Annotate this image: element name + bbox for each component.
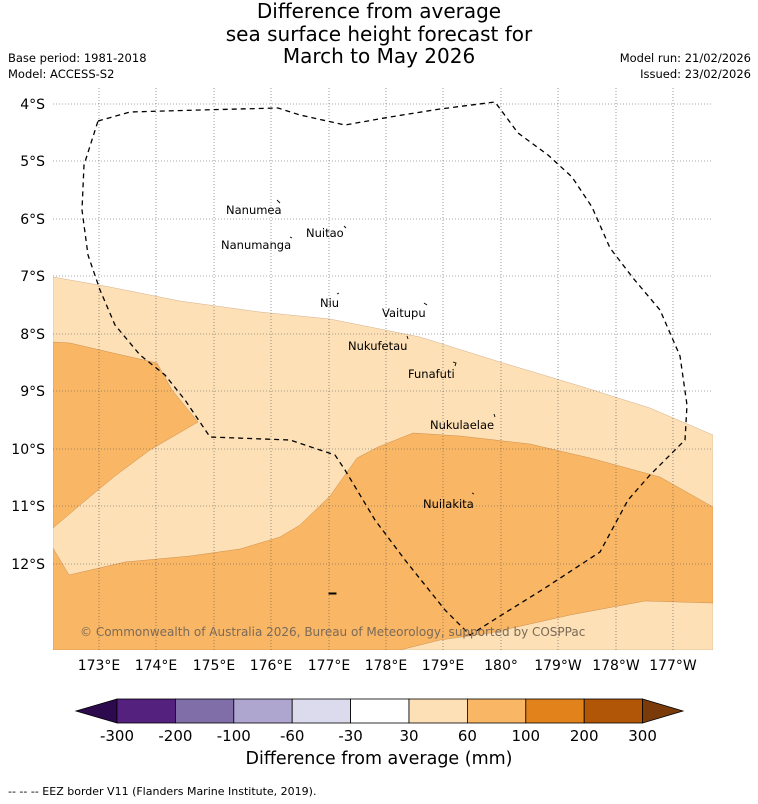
island-mark-nanumea: [276, 199, 281, 204]
colorbar-tick-6: 30: [399, 727, 418, 745]
lon-label-175e: 175°E: [193, 658, 236, 674]
colorbar-segment-3: [233, 698, 293, 724]
lon-label-179w: 179°W: [534, 658, 582, 674]
island-label-nanumea: Nanumea: [226, 203, 282, 217]
meta-right: Model run: 21/02/2026 Issued: 23/02/2026: [620, 50, 751, 82]
colorbar-tick-1: -300: [100, 727, 134, 745]
map-title: Difference from average sea surface heig…: [0, 0, 758, 68]
lat-label-8s: 8°S: [20, 327, 45, 343]
anomaly-shading: [53, 88, 713, 650]
colorbar-segment-6: [408, 698, 468, 724]
colorbar-segment-1: [116, 698, 176, 724]
lon-label-177e: 177°E: [308, 658, 351, 674]
lat-label-10s: 10°S: [11, 442, 45, 458]
lat-label-7s: 7°S: [20, 269, 45, 285]
lon-label-177w: 177°W: [649, 658, 697, 674]
lon-label-174e: 174°E: [135, 658, 178, 674]
island-label-nuitao: Nuitao: [306, 226, 344, 240]
gridlines: [53, 88, 713, 650]
lon-label-180: 180°: [484, 658, 518, 674]
title-line-3: March to May 2026: [282, 44, 476, 68]
lat-label-9s: 9°S: [20, 384, 45, 400]
base-period: Base period: 1981-2018: [8, 51, 147, 65]
lon-label-178w: 178°W: [592, 658, 640, 674]
island-mark-niu: [336, 292, 340, 295]
island-mark-nukulaelae: [493, 413, 496, 418]
colorbar-tick-10: 300: [628, 727, 657, 745]
colorbar-ticks: -300 -200 -100 -60 -30 30 60 100 200 300: [100, 727, 657, 745]
colorbar-segment-4: [291, 698, 352, 724]
meta-left: Base period: 1981-2018 Model: ACCESS-S2: [8, 50, 147, 82]
island-label-nanumanga: Nanumanga: [221, 238, 291, 252]
island-label-nukufetau: Nukufetau: [348, 339, 407, 353]
eez-footnote: -- -- -- EEZ border V11 (Flanders Marine…: [8, 785, 317, 798]
lat-label-4s: 4°S: [20, 97, 45, 113]
colorbar-tick-7: 60: [458, 727, 477, 745]
copyright-text: © Commonwealth of Australia 2026, Bureau…: [80, 625, 585, 639]
colorbar-tick-8: 100: [511, 727, 540, 745]
colorbar-segment-8: [525, 698, 585, 724]
lat-label-12s: 12°S: [11, 557, 45, 573]
colorbar-tick-4: -60: [280, 727, 305, 745]
eez-border: [81, 101, 688, 636]
island-mark-nukufetau: [406, 335, 409, 340]
model-name: Model: ACCESS-S2: [8, 67, 115, 81]
title-line-1: Difference from average: [256, 0, 502, 23]
island-label-niu: Niu: [320, 296, 339, 310]
lon-label-179e: 179°E: [422, 658, 465, 674]
island-label-funafuti: Funafuti: [408, 367, 455, 381]
island-label-nuilakita: Nuilakita: [423, 497, 474, 511]
colorbar-segment-2: [174, 698, 235, 724]
lon-axis-labels: 173°E 174°E 175°E 176°E 177°E 178°E 179°…: [78, 658, 697, 674]
lat-label-11s: 11°S: [11, 499, 45, 515]
island-mark-funafuti: [452, 361, 457, 367]
colorbar-tick-5: -30: [338, 727, 363, 745]
island-marks: [276, 199, 496, 595]
island-mark-south: [328, 592, 337, 595]
title-line-2: sea surface height forecast for: [225, 21, 533, 46]
colorbar-tick-9: 200: [570, 727, 599, 745]
island-mark-vaitupu: [423, 302, 428, 306]
lon-label-178e: 178°E: [365, 658, 408, 674]
lat-axis-labels: 4°S 5°S 6°S 7°S 8°S 9°S 10°S 11°S 12°S: [11, 97, 45, 573]
model-run: Model run: 21/02/2026: [619, 51, 751, 65]
island-mark-nanumanga: [289, 236, 293, 239]
colorbar-segment-9: [583, 698, 644, 724]
colorbar-tick-2: -200: [158, 727, 192, 745]
island-label-nukulaelae: Nukulaelae: [430, 418, 494, 432]
band-60-100-west: [53, 341, 199, 529]
colorbar-segment-7: [466, 698, 527, 724]
issued-date: Issued: 23/02/2026: [640, 67, 751, 81]
island-labels: Nanumea Nuitao Nanumanga Niu Vaitupu Nuk…: [221, 203, 494, 511]
island-mark-nuitao: [343, 225, 347, 229]
colorbar-end-left: [74, 698, 118, 724]
colorbar-end-right: [642, 698, 685, 724]
colorbar-label: Difference from average (mm): [245, 749, 513, 769]
colorbar: -300 -200 -100 -60 -30 30 60 100 200 300: [74, 698, 685, 745]
lat-label-6s: 6°S: [20, 212, 45, 228]
lon-label-173e: 173°E: [78, 658, 121, 674]
band-60-100-south: [53, 432, 713, 650]
colorbar-segment-5: [350, 698, 410, 724]
colorbar-tick-3: -100: [217, 727, 251, 745]
lat-label-5s: 5°S: [20, 154, 45, 170]
lon-label-176e: 176°E: [250, 658, 293, 674]
island-label-vaitupu: Vaitupu: [382, 306, 426, 320]
island-mark-nuilakita: [471, 492, 475, 495]
